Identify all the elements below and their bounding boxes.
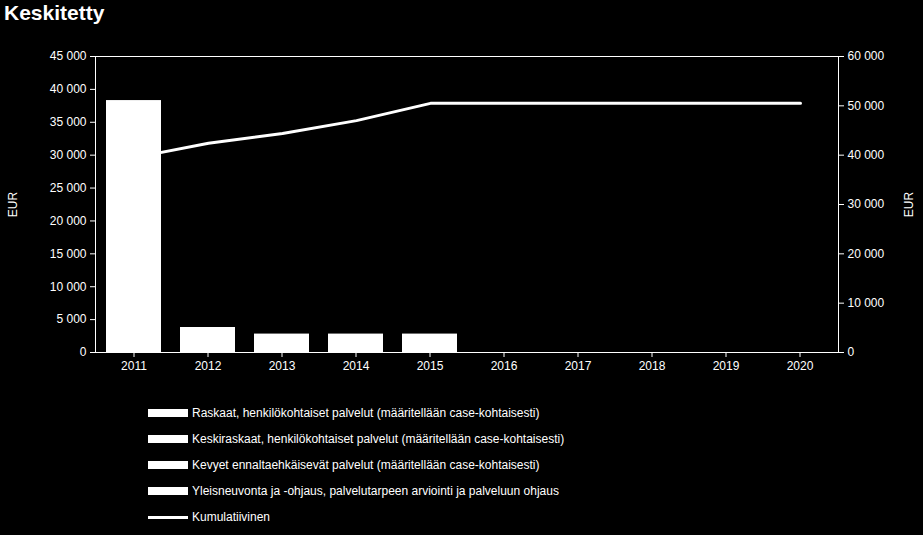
svg-text:2012: 2012	[195, 359, 222, 373]
html-text:Keskitetty: Keskitetty	[4, 1, 105, 24]
svg-text:60 000: 60 000	[848, 49, 885, 63]
svg-text:10 000: 10 000	[848, 296, 885, 310]
svg-text:2015: 2015	[417, 359, 444, 373]
html-text:Kevyet ennaltaehkäisevät palve: Kevyet ennaltaehkäisevät palvelut (määri…	[192, 458, 540, 472]
svg-text:0: 0	[848, 345, 855, 359]
svg-text:2018: 2018	[639, 359, 666, 373]
html-text:Keskiraskaat, henkilökohtaiset: Keskiraskaat, henkilökohtaiset palvelut …	[192, 432, 565, 446]
html-text:Raskaat, henkilökohtaiset palv: Raskaat, henkilökohtaiset palvelut (määr…	[192, 406, 540, 420]
svg-text:EUR: EUR	[6, 192, 20, 218]
html-text:Yleisneuvonta ja -ohjaus, palv: Yleisneuvonta ja -ohjaus, palvelutarpeen…	[192, 484, 559, 498]
svg-text:30 000: 30 000	[50, 148, 87, 162]
svg-text:2019: 2019	[713, 359, 740, 373]
svg-text:10 000: 10 000	[50, 280, 87, 294]
svg-text:25 000: 25 000	[50, 181, 87, 195]
svg-text:2017: 2017	[565, 359, 592, 373]
svg-text:40 000: 40 000	[50, 82, 87, 96]
svg-text:15 000: 15 000	[50, 247, 87, 261]
svg-text:EUR: EUR	[902, 192, 916, 218]
svg-text:45 000: 45 000	[50, 49, 87, 63]
svg-text:2011: 2011	[121, 359, 147, 373]
svg-text:0: 0	[80, 345, 87, 359]
svg-text:35 000: 35 000	[50, 115, 87, 129]
svg-text:2020: 2020	[787, 359, 814, 373]
svg-text:2014: 2014	[343, 359, 370, 373]
svg-text:20 000: 20 000	[848, 247, 885, 261]
svg-text:2016: 2016	[491, 359, 518, 373]
svg-text:40 000: 40 000	[848, 148, 885, 162]
svg-text:30 000: 30 000	[848, 197, 885, 211]
html-text:Kumulatiivinen: Kumulatiivinen	[192, 510, 270, 524]
svg-text:20 000: 20 000	[50, 214, 87, 228]
svg-text:5 000: 5 000	[56, 312, 86, 326]
svg-text:50 000: 50 000	[848, 99, 885, 113]
svg-text:2013: 2013	[269, 359, 296, 373]
